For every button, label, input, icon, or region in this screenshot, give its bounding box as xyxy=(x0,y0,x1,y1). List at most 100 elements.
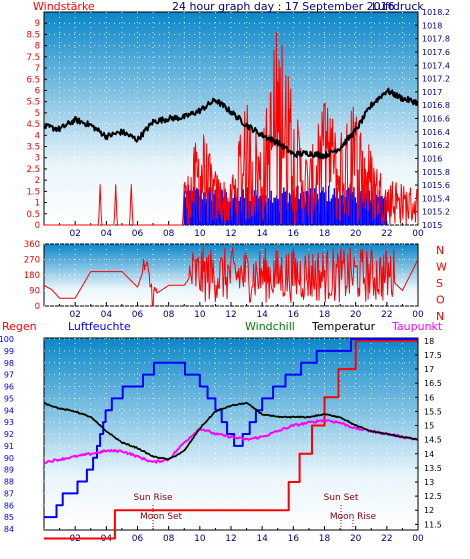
dewpoint-label: Taupunkt xyxy=(391,320,443,333)
x-tick-label: 12 xyxy=(225,310,236,320)
right-tick-label: 1015.2 xyxy=(422,208,450,217)
compass-label: N xyxy=(436,244,444,257)
left-tick-label: 6 xyxy=(35,86,40,96)
temperature-tick-label: 16 xyxy=(424,393,434,402)
left-tick-label: 4 xyxy=(35,131,40,141)
left-tick-label: 2 xyxy=(35,176,40,186)
windchill-label: Windchill xyxy=(245,320,295,333)
x-tick-label: 12 xyxy=(225,229,236,239)
left-tick-label: 7 xyxy=(35,64,40,74)
x-tick-label: 12 xyxy=(225,534,236,544)
right-axis-label: Luftdruck xyxy=(372,0,424,13)
x-tick-label: 16 xyxy=(288,229,300,239)
left-tick-label: 0.5 xyxy=(26,210,40,220)
right-tick-label: 1016.2 xyxy=(422,141,450,150)
left-tick-label: 4.5 xyxy=(26,120,40,130)
left-tick-label: 1 xyxy=(35,199,40,209)
pressure-line xyxy=(43,87,419,160)
direction-tick-label: 90 xyxy=(29,287,40,297)
right-tick-label: 1017.4 xyxy=(422,61,450,70)
right-tick-label: 1015.6 xyxy=(422,181,450,190)
x-tick-label: 18 xyxy=(319,310,331,320)
x-tick-label: 04 xyxy=(101,229,113,239)
x-tick-label: 06 xyxy=(132,229,144,239)
x-tick-label: 22 xyxy=(381,310,392,320)
x-tick-label: 04 xyxy=(101,310,113,320)
temperature-tick-label: 17 xyxy=(424,365,434,374)
humidity-tick-label: 91 xyxy=(4,442,14,451)
x-tick-label: 10 xyxy=(194,310,206,320)
humidity-tick-label: 97 xyxy=(4,371,14,380)
dewpoint-line xyxy=(43,418,419,465)
direction-tick-label: 180 xyxy=(24,271,40,281)
left-tick-label: 8 xyxy=(35,42,40,52)
left-tick-label: 6.5 xyxy=(26,75,40,85)
x-tick-label: 00 xyxy=(412,229,424,239)
temperature-tick-label: 14 xyxy=(424,450,434,459)
x-tick-label: 00 xyxy=(412,310,424,320)
right-tick-label: 1016 xyxy=(422,154,442,163)
x-tick-label: 02 xyxy=(69,310,80,320)
x-tick-label: 06 xyxy=(132,534,144,544)
humidity-tick-label: 92 xyxy=(4,430,14,439)
right-tick-label: 1016.8 xyxy=(422,101,450,110)
humidity-tick-label: 93 xyxy=(4,418,14,427)
humidity-tick-label: 94 xyxy=(4,406,14,415)
x-tick-label: 22 xyxy=(381,229,392,239)
compass-label: N xyxy=(436,310,444,323)
moon-rise-label: Moon Rise xyxy=(330,512,377,522)
right-tick-label: 1017 xyxy=(422,88,442,97)
direction-tick-label: 360 xyxy=(24,240,40,250)
humidity-tick-label: 96 xyxy=(4,383,14,392)
temperature-tick-label: 17.5 xyxy=(424,351,442,360)
chart-title: 24 hour graph day : 17 September 2016 xyxy=(172,0,395,13)
humidity-tick-label: 86 xyxy=(4,501,14,510)
sun-rise-label: Sun Rise xyxy=(134,493,173,503)
temperature-tick-label: 13 xyxy=(424,478,434,487)
moon-set-label: Moon Set xyxy=(140,512,183,522)
temperature-tick-label: 15.5 xyxy=(424,407,442,416)
x-tick-label: 14 xyxy=(256,310,268,320)
sun-set-label: Sun Set xyxy=(324,493,359,503)
x-tick-label: 06 xyxy=(132,310,144,320)
wind-speed-line xyxy=(44,31,419,226)
compass-label: S xyxy=(436,277,443,290)
temperature-tick-label: 18 xyxy=(424,337,434,346)
rain-line xyxy=(43,339,418,540)
x-tick-label: 10 xyxy=(194,534,206,544)
left-tick-label: 1.5 xyxy=(26,187,40,197)
humidity-tick-label: 99 xyxy=(4,347,14,356)
x-tick-label: 14 xyxy=(256,229,268,239)
temperature-line xyxy=(43,402,419,461)
x-tick-label: 16 xyxy=(288,310,300,320)
left-tick-label: 0 xyxy=(35,221,40,231)
x-tick-label: 08 xyxy=(163,310,175,320)
right-tick-label: 1017.2 xyxy=(422,75,450,84)
right-tick-label: 1015.4 xyxy=(422,194,450,203)
temperature-tick-label: 15 xyxy=(424,422,434,431)
x-tick-label: 18 xyxy=(319,534,331,544)
humidity-line xyxy=(43,338,418,519)
temperature-tick-label: 11.5 xyxy=(424,520,442,529)
x-tick-label: 18 xyxy=(319,229,331,239)
temperature-tick-label: 12.5 xyxy=(424,492,442,501)
humidity-tick-label: 90 xyxy=(4,454,14,463)
humidity-label: Luftfeuchte xyxy=(68,320,131,333)
temperature-tick-label: 12 xyxy=(424,506,434,515)
left-tick-label: 9 xyxy=(35,19,40,29)
temperature-tick-label: 14.5 xyxy=(424,436,442,445)
humidity-tick-label: 85 xyxy=(4,513,14,522)
left-tick-label: 3.5 xyxy=(26,143,40,153)
x-tick-label: 08 xyxy=(163,229,175,239)
wind-direction-line xyxy=(43,247,418,307)
compass-label: O xyxy=(436,294,445,307)
temperature-tick-label: 16.5 xyxy=(424,379,442,388)
left-tick-label: 7.5 xyxy=(26,53,40,63)
humidity-tick-label: 89 xyxy=(4,466,14,475)
left-tick-label: 5.5 xyxy=(26,98,40,108)
left-tick-label: 2.5 xyxy=(26,165,40,175)
compass-label: W xyxy=(436,261,447,274)
x-tick-label: 20 xyxy=(350,534,362,544)
x-tick-label: 00 xyxy=(412,534,424,544)
